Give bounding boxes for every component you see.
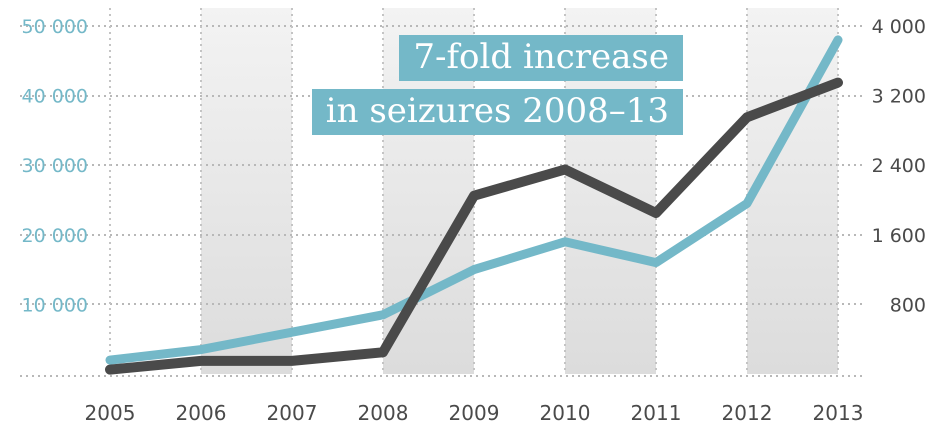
annotation-line-1: 7-fold increase xyxy=(399,35,683,81)
right-axis-tick-label: 2 400 xyxy=(872,155,926,177)
series-lines xyxy=(105,35,843,375)
right-axis-tick-label: 3 200 xyxy=(872,86,926,108)
left-axis-tick-label: 30 000 xyxy=(22,155,88,177)
axis-labels: 10 000 20 000 30 000 40 000 50 000 800 1 600 2 … xyxy=(22,16,926,424)
x-axis-tick-label: 2006 xyxy=(176,401,227,424)
x-axis-tick-label: 2005 xyxy=(85,401,136,424)
x-axis-tick-label: 2013 xyxy=(813,401,864,424)
left-axis-tick-label: 20 000 xyxy=(22,225,88,247)
x-axis-tick-label: 2007 xyxy=(267,401,318,424)
right-axis-tick-label: 4 000 xyxy=(872,16,926,38)
left-axis-tick-label: 10 000 xyxy=(22,294,88,316)
left-axis-tick-label: 50 000 xyxy=(22,16,88,38)
right-axis-tick-label: 800 xyxy=(890,294,926,316)
x-axis-tick-label: 2010 xyxy=(540,401,591,424)
x-axis-tick-label: 2012 xyxy=(722,401,773,424)
x-axis-tick-label: 2011 xyxy=(631,401,682,424)
x-axis-tick-label: 2009 xyxy=(449,401,500,424)
right-axis-tick-label: 1 600 xyxy=(872,225,926,247)
x-axis-tick-label: 2008 xyxy=(358,401,409,424)
left-axis-tick-label: 40 000 xyxy=(22,86,88,108)
shaded-band xyxy=(201,8,292,374)
annotation-line-2: in seizures 2008–13 xyxy=(311,89,683,135)
